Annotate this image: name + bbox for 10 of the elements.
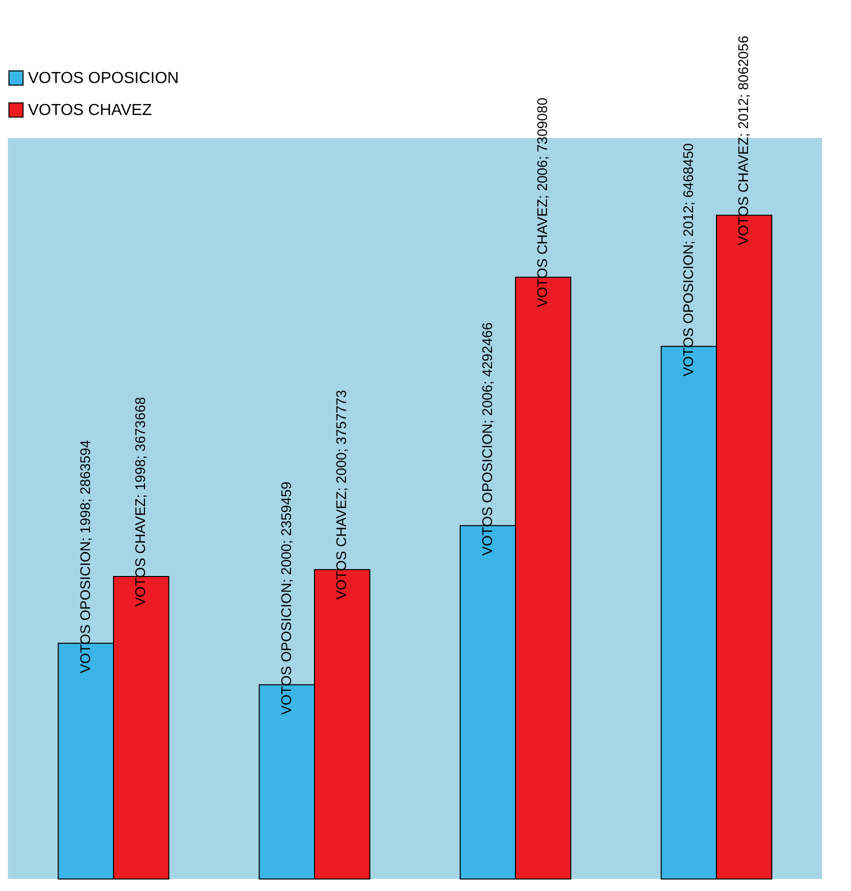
data-label: VOTOS OPOSICION; 1998; 2863594 xyxy=(76,440,93,674)
data-label: VOTOS CHAVEZ; 2006; 7309080 xyxy=(534,97,550,308)
data-label: VOTOS OPOSICION; 2000; 2359459 xyxy=(278,481,294,715)
data-label: VOTOS CHAVEZ; 1998; 3673668 xyxy=(132,396,148,607)
data-label: VOTOS CHAVEZ; 2000; 3757773 xyxy=(333,390,350,600)
legend-label: VOTOS CHAVEZ xyxy=(28,102,152,119)
legend-label: VOTOS OPOSICION xyxy=(28,70,179,87)
data-label: VOTOS OPOSICION; 2012; 6468450 xyxy=(680,143,696,376)
data-label: VOTOS OPOSICION; 2006; 4292466 xyxy=(478,322,495,556)
data-label: VOTOS CHAVEZ; 2012; 8062056 xyxy=(735,35,752,246)
